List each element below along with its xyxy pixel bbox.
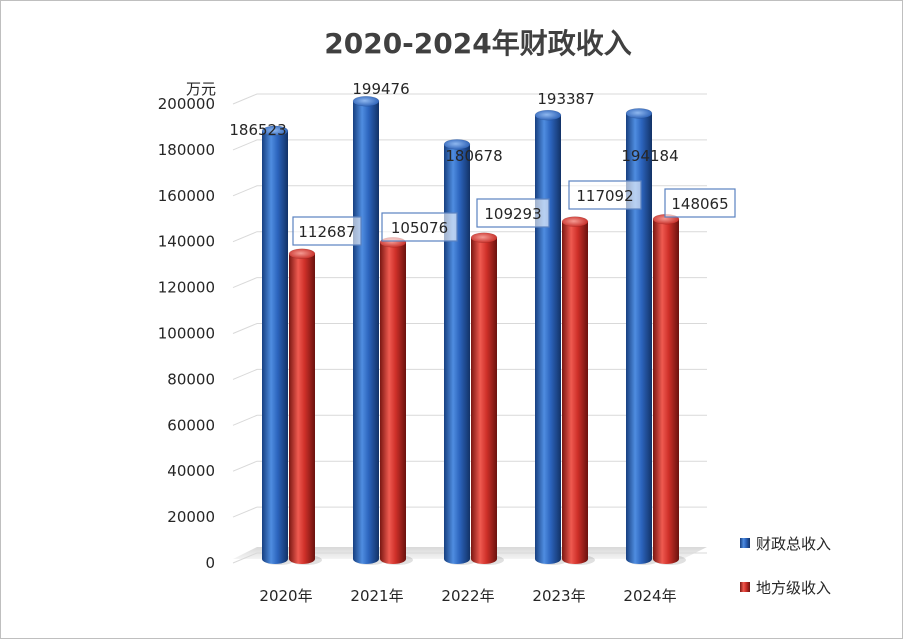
legend-swatch — [740, 582, 750, 592]
x-tick-label: 2023年 — [532, 587, 585, 605]
data-label-local-revenue: 117092 — [576, 187, 633, 205]
x-tick-label: 2020年 — [259, 587, 312, 605]
data-label-total-revenue: 180678 — [445, 147, 502, 165]
legend-label: 财政总收入 — [756, 535, 831, 553]
legend-item-total-revenue: 财政总收入 — [740, 535, 831, 553]
bar-local-revenue — [561, 216, 595, 565]
data-label-local-revenue: 105076 — [391, 219, 448, 237]
bars — [261, 95, 686, 565]
y-axis-unit-label: 万元 — [186, 80, 216, 98]
y-tick-label: 60000 — [167, 416, 215, 434]
y-tick-label: 20000 — [167, 508, 215, 526]
legend-swatch — [740, 538, 750, 548]
data-label-total-revenue: 193387 — [537, 90, 594, 108]
data-label-local-revenue: 112687 — [298, 223, 355, 241]
y-tick-label: 0 — [205, 554, 215, 572]
data-label-total-revenue: 199476 — [352, 80, 409, 98]
x-tick-label: 2022年 — [441, 587, 494, 605]
bar-local-revenue — [652, 213, 686, 565]
x-tick-label: 2021年 — [350, 587, 403, 605]
y-axis-ticks: 0 20000 40000 60000 80000 100000 120000 140000 1… — [158, 95, 215, 572]
bar-total-revenue — [625, 108, 659, 565]
data-label-local-revenue: 148065 — [671, 195, 728, 213]
y-tick-label: 200000 — [158, 95, 215, 113]
bar-total-revenue — [443, 139, 477, 565]
bar-total-revenue — [261, 125, 295, 565]
data-label-local-revenue: 109293 — [484, 205, 541, 223]
data-label-total-revenue: 186523 — [229, 121, 286, 139]
y-tick-label: 120000 — [158, 279, 215, 297]
chart-title: 2020-2024年财政收入 — [324, 27, 631, 60]
x-axis-ticks: 2020年 2021年 2022年 2023年 2024年 — [259, 587, 676, 605]
bar-local-revenue — [288, 248, 322, 565]
data-labels: 186523 199476 180678 193387 194184 112687 1050… — [229, 80, 736, 246]
legend-label: 地方级收入 — [756, 579, 831, 597]
y-tick-label: 40000 — [167, 462, 215, 480]
bar-local-revenue — [470, 232, 504, 565]
y-tick-label: 180000 — [158, 141, 215, 159]
gridline — [232, 93, 707, 105]
data-label-total-revenue: 194184 — [621, 147, 678, 165]
y-tick-label: 100000 — [158, 325, 215, 343]
legend-item-local-revenue: 地方级收入 — [740, 579, 831, 597]
data-label-box — [292, 216, 362, 246]
bar-local-revenue — [379, 237, 413, 565]
y-tick-label: 140000 — [158, 233, 215, 251]
data-label-box — [476, 198, 550, 228]
data-label-box — [381, 212, 458, 242]
y-tick-label: 80000 — [167, 370, 215, 388]
x-tick-label: 2024年 — [623, 587, 676, 605]
y-tick-label: 160000 — [158, 187, 215, 205]
data-label-box — [568, 180, 642, 210]
data-label-box — [664, 188, 736, 218]
